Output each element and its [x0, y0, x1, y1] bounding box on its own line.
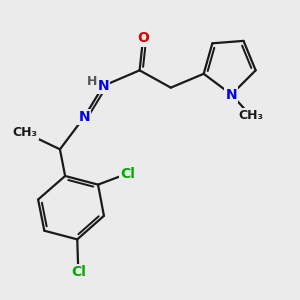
Text: N: N: [226, 88, 237, 102]
Text: N: N: [78, 110, 90, 124]
Text: H: H: [87, 75, 97, 88]
Text: CH₃: CH₃: [13, 126, 38, 139]
Text: Cl: Cl: [120, 167, 135, 181]
Text: N: N: [98, 79, 109, 93]
Text: O: O: [137, 32, 149, 46]
Text: Cl: Cl: [71, 265, 86, 279]
Text: CH₃: CH₃: [238, 109, 263, 122]
